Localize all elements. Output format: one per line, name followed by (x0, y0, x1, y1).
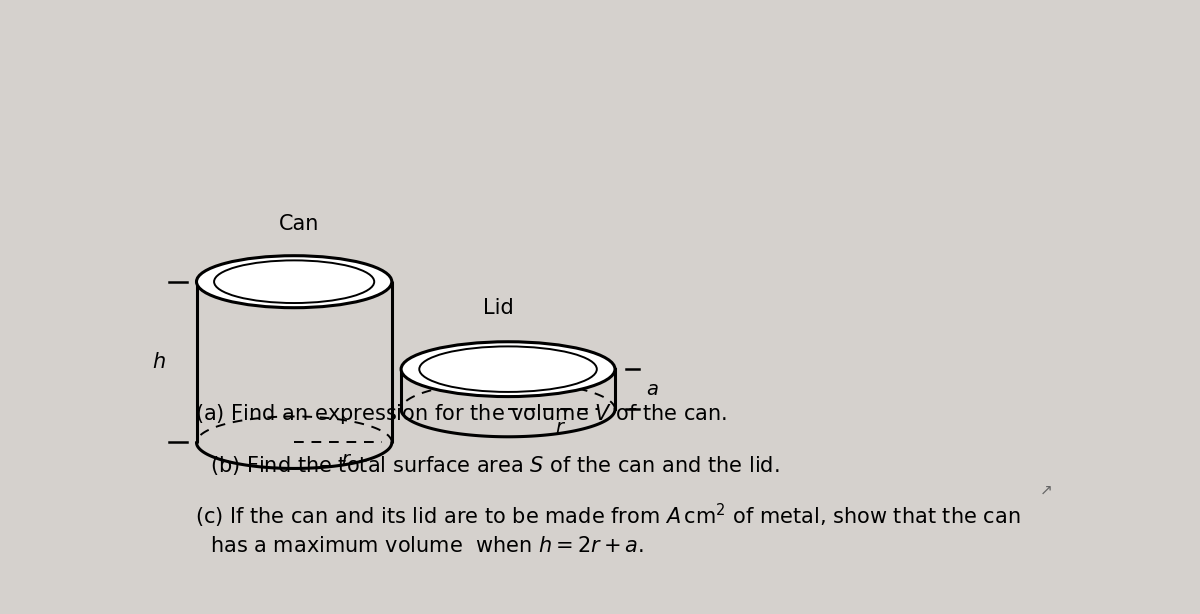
Text: (c) If the can and its lid are to be made from $\mathit{A}\,\mathrm{cm}^2$ of me: (c) If the can and its lid are to be mad… (194, 502, 1020, 530)
Text: has a maximum volume  when $h = 2r + a$.: has a maximum volume when $h = 2r + a$. (210, 536, 644, 556)
Text: Can: Can (278, 214, 319, 235)
Text: a: a (647, 380, 659, 398)
Ellipse shape (197, 255, 391, 308)
Ellipse shape (214, 260, 374, 303)
Text: (b) Find the total surface area $\mathit{S}$ of the can and the lid.: (b) Find the total surface area $\mathit… (210, 454, 780, 477)
Text: (a) Find an expression for the volume $\mathit{V}$ of the can.: (a) Find an expression for the volume $\… (194, 402, 727, 426)
Text: r: r (341, 450, 349, 469)
Text: Lid: Lid (484, 298, 514, 318)
Ellipse shape (419, 346, 596, 392)
Ellipse shape (401, 342, 616, 397)
Text: $\nearrow$: $\nearrow$ (1037, 482, 1052, 497)
Text: h: h (152, 352, 166, 372)
Text: r: r (556, 418, 563, 437)
